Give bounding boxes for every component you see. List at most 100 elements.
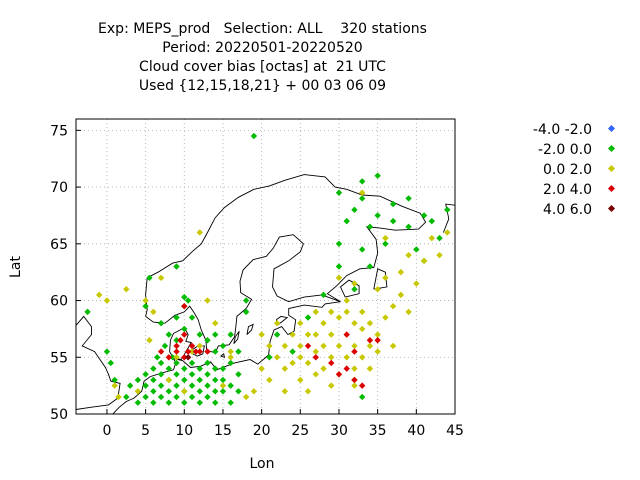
station-point	[227, 359, 234, 367]
station-point	[196, 399, 203, 406]
station-point	[150, 388, 157, 395]
coastline-path	[76, 315, 121, 410]
station-point	[165, 365, 173, 372]
station-point	[96, 291, 103, 299]
station-point	[219, 376, 227, 384]
x-tick-label: 10	[175, 423, 193, 439]
station-point	[351, 206, 358, 213]
coastline-path	[145, 174, 427, 354]
station-point	[335, 274, 343, 282]
station-point	[358, 195, 366, 202]
station-point	[204, 359, 211, 367]
x-tick-label: 0	[102, 423, 111, 439]
coastline-path	[112, 301, 341, 414]
y-tick-label: 55	[50, 350, 68, 366]
station-markers	[84, 132, 451, 406]
station-point	[204, 337, 211, 344]
station-point	[173, 393, 180, 401]
legend-swatch	[607, 164, 616, 173]
station-point	[212, 365, 219, 372]
station-point	[184, 354, 192, 361]
coastline	[76, 174, 455, 414]
station-point	[181, 325, 188, 333]
x-tick-label: 15	[214, 423, 232, 439]
station-point	[343, 331, 350, 338]
station-point	[111, 382, 118, 389]
station-point	[304, 359, 312, 367]
x-tick-label: 30	[330, 423, 348, 439]
station-point	[266, 354, 273, 361]
station-point	[366, 365, 374, 372]
legend-item: -4.0 -2.0	[490, 120, 620, 140]
station-point	[382, 274, 389, 282]
station-point	[173, 359, 180, 367]
station-point	[134, 388, 142, 395]
station-point	[184, 348, 192, 355]
plot-frame	[75, 118, 456, 415]
station-point	[289, 331, 296, 338]
station-point	[335, 371, 343, 378]
station-point	[312, 331, 319, 338]
station-point	[320, 320, 327, 327]
station-point	[188, 393, 196, 401]
station-point	[242, 297, 250, 304]
station-point	[204, 371, 211, 378]
station-point	[320, 342, 327, 350]
station-point	[235, 348, 242, 355]
station-point	[258, 365, 265, 372]
y-tick-label: 65	[50, 237, 68, 253]
station-point	[250, 132, 258, 140]
station-point	[161, 342, 169, 350]
legend-item: -2.0 0.0	[490, 140, 620, 160]
station-point	[328, 382, 335, 389]
station-point	[173, 354, 180, 361]
station-point	[173, 314, 180, 321]
chart-title-block: Exp: MEPS_prod Selection: ALL 320 statio…	[0, 20, 525, 96]
station-point	[204, 393, 211, 401]
station-point	[188, 342, 196, 350]
legend-label: 0.0 2.0	[543, 162, 592, 178]
station-point	[242, 393, 250, 401]
station-point	[169, 354, 176, 361]
station-point	[428, 234, 435, 242]
legend-label: 4.0 6.0	[543, 202, 592, 218]
station-point	[103, 297, 111, 304]
station-point	[273, 331, 281, 338]
legend-item: 4.0 6.0	[490, 200, 620, 220]
y-tick-label: 50	[50, 407, 68, 423]
station-point	[250, 388, 258, 395]
station-point	[188, 348, 196, 355]
station-point	[297, 354, 304, 361]
station-point	[358, 382, 366, 389]
coastline-path	[220, 353, 226, 358]
station-point	[281, 342, 289, 350]
station-point	[358, 393, 366, 401]
station-point	[107, 359, 115, 367]
station-point	[335, 314, 343, 321]
station-point	[123, 393, 130, 401]
legend-item: 0.0 2.0	[490, 160, 620, 180]
coastline-path	[246, 323, 254, 335]
x-tick-label: 40	[407, 423, 425, 439]
station-point	[157, 274, 165, 282]
station-point	[328, 359, 335, 367]
station-point	[335, 240, 343, 248]
legend-swatch	[607, 184, 616, 193]
station-point	[335, 189, 343, 196]
station-point	[273, 320, 281, 327]
station-point	[188, 371, 196, 378]
title-line-3: Cloud cover bias [octas] at 21 UTC	[139, 59, 386, 75]
station-point	[389, 200, 397, 208]
station-point	[165, 376, 173, 384]
station-point	[212, 388, 219, 395]
station-point	[196, 376, 203, 384]
station-point	[312, 371, 319, 378]
station-point	[196, 229, 203, 236]
station-point	[382, 314, 389, 321]
station-point	[436, 251, 443, 259]
station-point	[351, 348, 358, 355]
station-point	[281, 365, 289, 372]
station-point	[366, 320, 374, 327]
station-point	[382, 240, 389, 248]
x-tick-label: 35	[369, 423, 387, 439]
